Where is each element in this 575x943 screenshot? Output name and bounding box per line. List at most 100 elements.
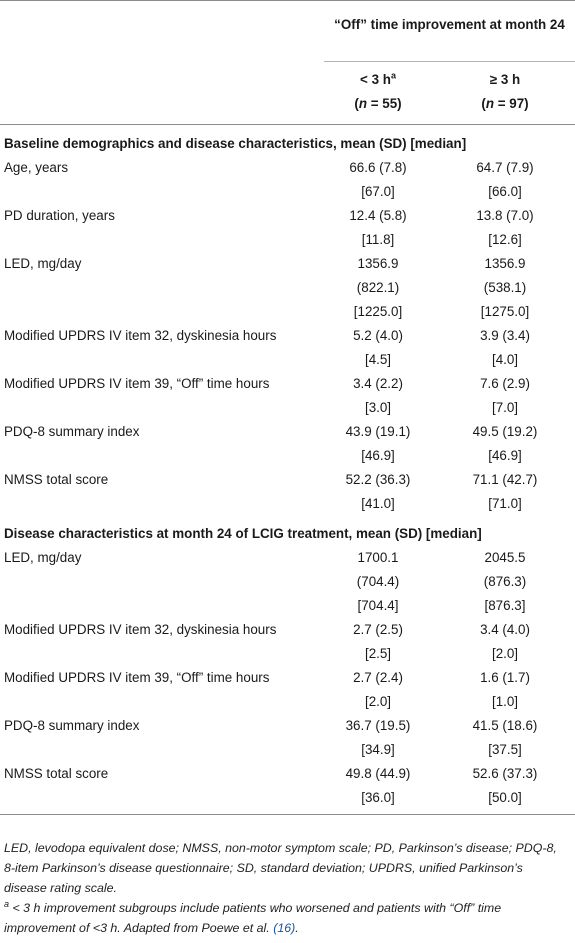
cell-value: 49.5 (19.2) [472,424,538,439]
cell-ge3: 71.1 (42.7) [71.0] [436,468,574,516]
row-label: LED, mg/day [4,550,82,565]
cell-value: 2.7 (2.5) [353,622,403,637]
footnote-abbreviations: LED, levodopa equivalent dose; NMSS, non… [4,841,557,895]
cell-value: 1356.9 [357,256,399,271]
top-rule [0,0,575,1]
cell-value: 36.7 (19.5) [345,718,411,733]
cell-lt3: 66.6 (7.8) [67.0] [322,156,434,204]
cell-value: [1.0] [491,694,519,709]
cell-value: 13.8 (7.0) [476,208,534,223]
table-row: LED, mg/day 1356.9 (822.1) [1225.0] 1356.9 (5… [0,252,575,324]
cell-value: [7.0] [491,400,519,415]
cell-value: 66.6 (7.8) [349,160,407,175]
cell-value: 7.6 (2.9) [480,376,530,391]
row-label: NMSS total score [4,766,109,781]
cell-lt3: 1356.9 (822.1) [1225.0] [322,252,434,324]
cell-value: 49.8 (44.9) [345,766,411,781]
cell-value: (876.3) [483,574,527,589]
table-row: LED, mg/day 1700.1 (704.4) [704.4] 2045.5 (87… [0,546,575,618]
cell-ge3: 13.8 (7.0) [12.6] [436,204,574,252]
table-footnote: LED, levodopa equivalent dose; NMSS, non… [4,838,567,938]
cell-value: [67.0] [361,184,395,199]
section-month24-rows: LED, mg/day 1700.1 (704.4) [704.4] 2045.5 (87… [0,546,575,810]
cell-value: [2.5] [364,646,392,661]
cell-value: [2.0] [491,646,519,661]
table-row: NMSS total score 49.8 (44.9) [36.0] 52.6 (3… [0,762,575,810]
table-row: Modified UPDRS IV item 39, “Off” time ho… [0,666,575,714]
cell-value: [71.0] [488,496,522,511]
cell-value: [4.0] [491,352,519,367]
cell-value: 71.1 (42.7) [472,472,538,487]
cell-ge3: 2045.5 (876.3) [876.3] [436,546,574,618]
cell-value: [41.0] [361,496,395,511]
row-label: Modified UPDRS IV item 32, dyskinesia ho… [4,328,277,343]
cell-value: [46.9] [488,448,522,463]
row-label: PDQ-8 summary index [4,424,140,439]
header-bottom-rule [0,124,575,125]
cell-lt3: 12.4 (5.8) [11.8] [322,204,434,252]
table-row: Modified UPDRS IV item 39, “Off” time ho… [0,372,575,420]
table-row: PDQ-8 summary index 43.9 (19.1) [46.9] 49.5… [0,420,575,468]
cell-value: 3.4 (4.0) [480,622,530,637]
cell-value: (822.1) [356,280,400,295]
cell-value: 64.7 (7.9) [476,160,534,175]
cell-value: 52.6 (37.3) [472,766,538,781]
cell-value: [46.9] [361,448,395,463]
bottom-rule [0,814,575,815]
cell-ge3: 3.4 (4.0) [2.0] [436,618,574,666]
cell-value: [3.0] [364,400,392,415]
row-label: NMSS total score [4,472,109,487]
table-row: Age, years 66.6 (7.8) [67.0] 64.7 (7.9) [66.… [0,156,575,204]
cell-value: 1356.9 [484,256,526,271]
table-header: “Off” time improvement at month 24 [0,1,575,61]
cell-value: 2.7 (2.4) [353,670,403,685]
table-row: Modified UPDRS IV item 32, dyskinesia ho… [0,618,575,666]
cell-value: 41.5 (18.6) [472,718,538,733]
row-label: PDQ-8 summary index [4,718,140,733]
cell-ge3: 41.5 (18.6) [37.5] [436,714,574,762]
cell-value: 52.2 (36.3) [345,472,411,487]
cell-value: 1700.1 [357,550,399,565]
cell-value: [12.6] [488,232,522,247]
cell-value: 3.4 (2.2) [353,376,403,391]
cell-value: [34.9] [361,742,395,757]
row-label: Modified UPDRS IV item 39, “Off” time ho… [4,376,270,391]
cell-lt3: 3.4 (2.2) [3.0] [322,372,434,420]
cell-ge3: 52.6 (37.3) [50.0] [436,762,574,810]
cell-value: 12.4 (5.8) [349,208,407,223]
cell-value: [704.4] [357,598,399,613]
cell-ge3: 1.6 (1.7) [1.0] [436,666,574,714]
cell-lt3: 43.9 (19.1) [46.9] [322,420,434,468]
reference-link[interactable]: (16) [273,921,296,935]
cell-value: [1225.0] [353,304,403,319]
column-header-lt3: < 3 ha (n = 55) [354,70,402,111]
table-row: PDQ-8 summary index 36.7 (19.5) [34.9] 41.5… [0,714,575,762]
row-label: Age, years [4,160,69,175]
footnote-note: a < 3 h improvement subgroups include pa… [4,898,502,935]
column-headers: < 3 ha (n = 55) ≥ 3 h (n = 97) [0,62,575,124]
cell-lt3: 5.2 (4.0) [4.5] [322,324,434,372]
row-label: LED, mg/day [4,256,82,271]
section-title-baseline: Baseline demographics and disease charac… [4,136,467,151]
cell-value: [36.0] [361,790,395,805]
row-label: Modified UPDRS IV item 39, “Off” time ho… [4,670,270,685]
cell-value: [876.3] [484,598,526,613]
cell-lt3: 2.7 (2.5) [2.5] [322,618,434,666]
cell-value: (538.1) [483,280,527,295]
cell-ge3: 1356.9 (538.1) [1275.0] [436,252,574,324]
cell-value: (704.4) [356,574,400,589]
cell-ge3: 3.9 (3.4) [4.0] [436,324,574,372]
cell-lt3: 2.7 (2.4) [2.0] [322,666,434,714]
table-row: PD duration, years 12.4 (5.8) [11.8] 13.8 (… [0,204,575,252]
row-label: Modified UPDRS IV item 32, dyskinesia ho… [4,622,277,637]
cell-value: [11.8] [361,232,395,247]
column-header-ge3: ≥ 3 h (n = 97) [481,72,529,111]
cell-value: [50.0] [488,790,522,805]
cell-value: [66.0] [488,184,522,199]
cell-value: [4.5] [364,352,392,367]
section-baseline-rows: Age, years 66.6 (7.8) [67.0] 64.7 (7.9) [66.… [0,156,575,516]
cell-value: 1.6 (1.7) [480,670,530,685]
cell-ge3: 64.7 (7.9) [66.0] [436,156,574,204]
cell-lt3: 1700.1 (704.4) [704.4] [322,546,434,618]
table-row: NMSS total score 52.2 (36.3) [41.0] 71.1 (4… [0,468,575,516]
